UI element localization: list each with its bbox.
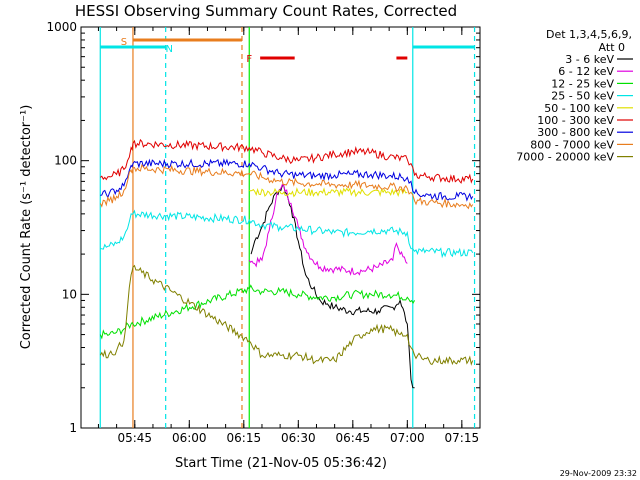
- flag-label: F: [246, 54, 252, 65]
- series-line: [249, 187, 408, 198]
- legend-label: 800 - 7000 keV: [530, 138, 614, 151]
- series-lines: [99, 138, 474, 389]
- y-tick-label: 100: [54, 154, 77, 168]
- flag-bars: S N F: [100, 37, 475, 65]
- y-axis-label: Corrected Count Rate (s⁻¹ detector⁻¹): [19, 105, 34, 350]
- series-line: [99, 284, 416, 340]
- legend-title-2: Att 0: [599, 41, 625, 54]
- y-tick-label: 1000: [46, 20, 77, 34]
- legend-label: 300 - 800 keV: [537, 126, 614, 139]
- legend-label: 6 - 12 keV: [558, 65, 614, 78]
- series-line: [248, 183, 408, 276]
- x-tick-label: 07:15: [445, 431, 480, 445]
- x-tick-label: 06:30: [281, 431, 316, 445]
- y-axis: 1 10 100 1000: [46, 20, 480, 435]
- flag-label: N: [166, 44, 173, 55]
- legend-label: 3 - 6 keV: [565, 53, 614, 66]
- legend-label: 50 - 100 keV: [544, 102, 614, 115]
- flag-vertical-lines: [99, 27, 476, 428]
- series-line: [100, 158, 474, 202]
- x-tick-label: 05:45: [117, 431, 152, 445]
- chart-title: HESSI Observing Summary Count Rates, Cor…: [75, 2, 457, 20]
- series-line: [100, 138, 474, 184]
- legend-label: 25 - 50 keV: [551, 90, 614, 103]
- y-tick-label: 10: [62, 287, 77, 301]
- series-line: [99, 264, 474, 366]
- x-tick-label: 06:45: [336, 431, 371, 445]
- legend-label: 7000 - 20000 keV: [516, 151, 614, 164]
- legend-label: 12 - 25 keV: [551, 77, 614, 90]
- x-tick-label: 07:00: [390, 431, 425, 445]
- x-tick-label: 06:15: [227, 431, 262, 445]
- series-line: [99, 163, 474, 210]
- x-tick-label: 06:00: [172, 431, 207, 445]
- footer-date: 29-Nov-2009 23:32: [560, 469, 637, 478]
- legend-title-1: Det 1,3,4,5,6,9,: [546, 28, 632, 41]
- legend-label: 100 - 300 keV: [537, 114, 614, 127]
- x-axis: 05:45 06:00 06:15 06:30 06:45 07:00 07:15: [97, 27, 481, 445]
- flag-label: S: [121, 37, 127, 48]
- x-axis-label: Start Time (21-Nov-05 05:36:42): [175, 456, 387, 471]
- y-tick-label: 1: [69, 421, 77, 435]
- series-line: [100, 209, 474, 259]
